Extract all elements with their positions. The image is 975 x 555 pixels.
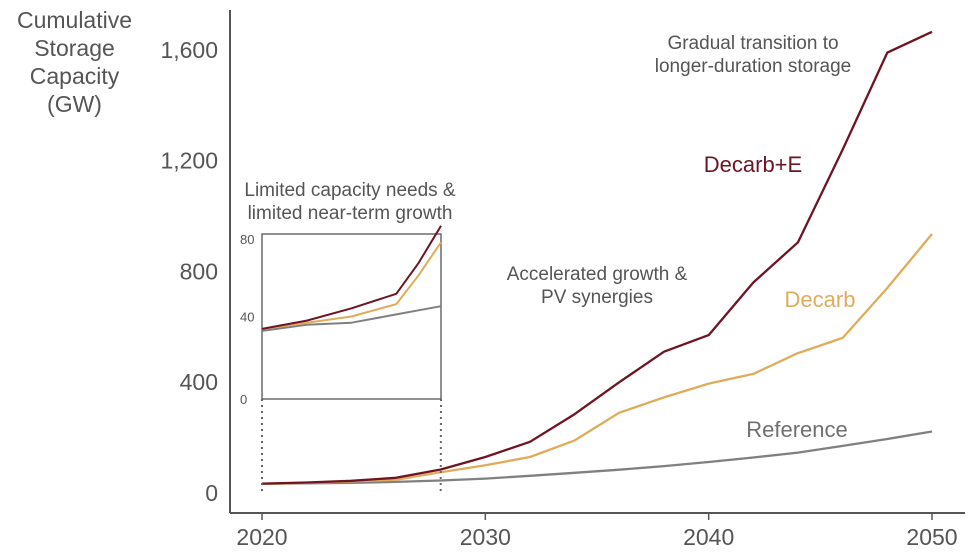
y-tick-label: 0 — [205, 480, 218, 506]
y-tick-label: 1,600 — [160, 37, 218, 63]
y-tick-label: 400 — [180, 369, 218, 395]
annotation-line: Accelerated growth & — [507, 264, 688, 285]
y-tick-label: 800 — [180, 258, 218, 284]
series-lines — [261, 30, 933, 486]
inset-y-tick-label: 0 — [240, 392, 247, 407]
annotation-line: PV synergies — [541, 287, 653, 308]
annotation-line: Decarb+E — [704, 152, 802, 177]
series-line-decarb — [261, 233, 933, 486]
series-line-decarb-e — [261, 30, 933, 485]
annotations: Gradual transition to longer-duration sto… — [244, 33, 855, 442]
y-tick-label: 1,200 — [160, 148, 218, 174]
inset-series-line-reference — [261, 305, 442, 332]
annotation-label: Limited capacity needs & limited near-ter… — [244, 180, 456, 224]
x-tick-label: 2030 — [460, 524, 511, 550]
annotation-line: longer-duration storage — [655, 56, 851, 77]
inset-series-line-decarb — [261, 241, 442, 330]
inset-chart: 0 40 80 — [240, 225, 442, 494]
annotation-label: Decarb+E — [704, 152, 802, 177]
x-tick-label: 2040 — [683, 524, 734, 550]
annotation-line: Reference — [746, 417, 848, 442]
y-axis-label: Cumulative Storage Capacity (GW) — [16, 7, 133, 117]
inset-series-line-decarb-e — [261, 225, 442, 330]
annotation-label: Decarb — [785, 287, 856, 312]
annotation-label: Accelerated growth & PV synergies — [507, 264, 688, 308]
inset-y-tick-label: 40 — [240, 310, 254, 325]
annotation-line: Gradual transition to — [667, 33, 838, 54]
inset-y-tick-label: 80 — [240, 232, 254, 247]
annotation-line: limited near-term growth — [248, 203, 453, 224]
annotation-label: Gradual transition to longer-duration sto… — [655, 33, 851, 77]
x-tick-label: 2020 — [236, 524, 287, 550]
series-line-reference — [261, 430, 933, 486]
annotation-line: Limited capacity needs & — [244, 180, 456, 201]
annotation-line: Decarb — [785, 287, 856, 312]
annotation-label: Reference — [746, 417, 848, 442]
x-tick-label: 2050 — [906, 524, 957, 550]
